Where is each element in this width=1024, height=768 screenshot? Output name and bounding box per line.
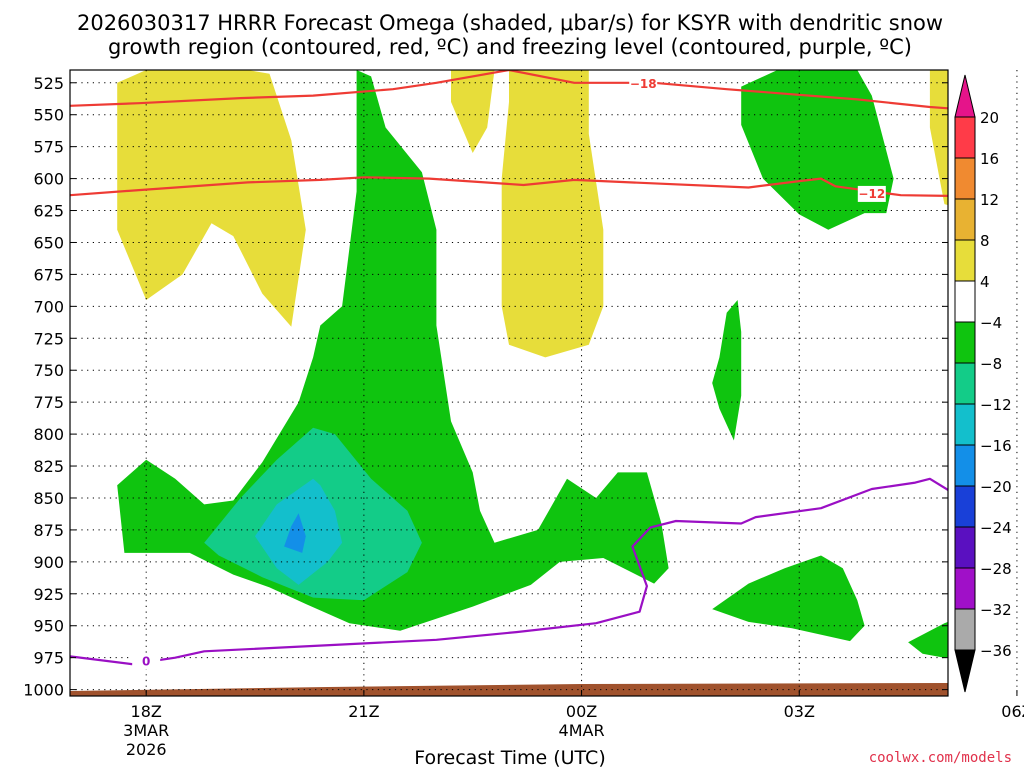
- colorbar-bin-8: [954, 444, 976, 487]
- x-tick-03Z: 03Z: [784, 702, 815, 721]
- y-tick-label-950: 950: [33, 617, 64, 636]
- colorbar-bin-2: [954, 198, 976, 241]
- omega-region-0: [117, 70, 306, 327]
- red-isotherm-label: −12: [858, 187, 885, 201]
- colorbar-label: −12: [980, 396, 1012, 414]
- y-tick-label-725: 725: [33, 329, 64, 348]
- colorbar-bin-1: [954, 157, 976, 200]
- colorbar-label: −16: [980, 437, 1012, 455]
- x-tick-label-time: 00Z: [566, 702, 597, 721]
- y-tick-label-525: 525: [33, 74, 64, 93]
- y-tick-label-1000: 1000: [23, 681, 64, 700]
- colorbar-label: −32: [980, 601, 1012, 619]
- red-isotherm-1: [70, 176, 948, 197]
- freezing-level-label-bg: [132, 653, 161, 670]
- y-tick-label-650: 650: [33, 233, 64, 252]
- chart-title-line2: growth region (contoured, red, ºC) and f…: [108, 35, 912, 59]
- freezing-level-label: 0: [142, 655, 150, 669]
- credit-text: coolwx.com/models: [869, 750, 1012, 766]
- y-tick-label-600: 600: [33, 170, 64, 189]
- colorbar-label: 20: [980, 109, 999, 127]
- x-tick-06Z: 06Z: [1001, 702, 1024, 721]
- omega-region-15: [284, 513, 306, 553]
- omega-shading-layer: [117, 70, 948, 658]
- red-isotherm-0: [70, 70, 948, 110]
- colorbar-label: 4: [980, 273, 990, 291]
- omega-region-3: [929, 70, 948, 206]
- colorbar-label: −4: [980, 314, 1002, 332]
- contour-labels: −18 −12 0: [132, 76, 886, 670]
- y-tick-label-775: 775: [33, 393, 64, 412]
- y-tick-label-800: 800: [33, 425, 64, 444]
- y-tick-label-925: 925: [33, 585, 64, 604]
- colorbar-bin-11: [954, 567, 976, 610]
- colorbar-label: −36: [980, 642, 1012, 660]
- x-tick-label-time: 21Z: [348, 702, 379, 721]
- y-tick-label-825: 825: [33, 457, 64, 476]
- y-tick-label-750: 750: [33, 361, 64, 380]
- y-tick-label-900: 900: [33, 553, 64, 572]
- omega-region-11: [908, 621, 948, 658]
- colorbar-bin-5: [954, 321, 976, 364]
- colorbar-bin-12: [954, 608, 976, 651]
- x-axis: 18Z3MAR202621Z00Z4MAR03Z06Z09Z: [123, 690, 1024, 759]
- x-tick-label-time: 03Z: [784, 702, 815, 721]
- y-tick-label-850: 850: [33, 489, 64, 508]
- colorbar-label: −28: [980, 560, 1012, 578]
- red-isotherm-label-bg: [857, 185, 886, 202]
- x-tick-label-date: 4MAR: [559, 721, 605, 740]
- y-tick-label-975: 975: [33, 649, 64, 668]
- y-tick-label-675: 675: [33, 265, 64, 284]
- omega-region-8: [741, 70, 894, 230]
- contour-layer: [70, 70, 948, 666]
- colorbar: 20 16 12 8 4 −4 −8 −12 −16 −20 −24 −28 −32 −36: [954, 74, 1012, 693]
- y-tick-label-700: 700: [33, 297, 64, 316]
- y-tick-label-550: 550: [33, 106, 64, 125]
- colorbar-bin-3: [954, 239, 976, 282]
- colorbar-bin-10: [954, 526, 976, 569]
- x-tick-label-time: 18Z: [131, 702, 162, 721]
- colorbar-label: 16: [980, 150, 999, 168]
- x-tick-21Z: 21Z: [348, 702, 379, 721]
- colorbar-bin-4: [954, 280, 976, 323]
- colorbar-top-arrow: [954, 74, 976, 118]
- omega-region-1: [501, 70, 604, 358]
- freezing-level-0: [70, 477, 948, 666]
- colorbar-label: 12: [980, 191, 999, 209]
- colorbar-bin-9: [954, 485, 976, 528]
- omega-region-2: [451, 70, 495, 153]
- gridlines: [70, 70, 1018, 696]
- y-axis: 525 550 575 600 625 650 675 700 725 750 775 800 825 8…: [23, 74, 948, 700]
- omega-region-10: [712, 555, 865, 642]
- red-isotherm-label: −18: [630, 77, 657, 91]
- chart-title-line1: 2026030317 HRRR Forecast Omega (shaded, …: [77, 11, 943, 35]
- y-tick-label-625: 625: [33, 202, 64, 221]
- colorbar-label: 8: [980, 232, 990, 250]
- colorbar-bin-6: [954, 362, 976, 405]
- colorbar-bin-0: [954, 116, 976, 159]
- y-tick-label-575: 575: [33, 138, 64, 157]
- colorbar-bin-7: [954, 403, 976, 446]
- x-tick-label-date: 3MAR: [123, 721, 169, 740]
- x-tick-label-time: 06Z: [1001, 702, 1024, 721]
- colorbar-label: −24: [980, 519, 1012, 537]
- red-isotherm-label-bg: [629, 76, 658, 93]
- x-axis-label: Forecast Time (UTC): [414, 747, 605, 768]
- plot-frame: [69, 69, 949, 697]
- colorbar-label: −8: [980, 355, 1002, 373]
- colorbar-bottom-arrow: [954, 649, 976, 693]
- colorbar-label: −20: [980, 478, 1012, 496]
- y-tick-label-875: 875: [33, 521, 64, 540]
- x-tick-label-year: 2026: [126, 740, 167, 759]
